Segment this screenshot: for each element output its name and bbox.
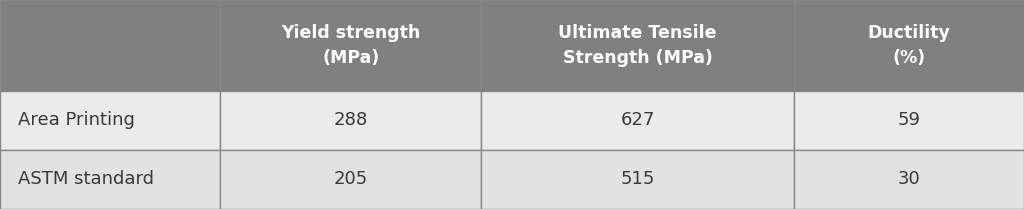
Text: 515: 515 [621,171,654,189]
Bar [481,0,794,91]
Bar [0,150,220,209]
Bar [481,150,794,209]
Bar [220,0,481,91]
Bar [220,150,481,209]
Bar [220,91,481,150]
Text: Ultimate Tensile
Strength (MPa): Ultimate Tensile Strength (MPa) [558,24,717,67]
Bar [0,0,220,91]
Text: 30: 30 [897,171,921,189]
Bar [794,91,1024,150]
Text: 59: 59 [897,111,921,129]
Bar [794,150,1024,209]
Text: 205: 205 [334,171,368,189]
Bar [794,0,1024,91]
Text: 627: 627 [621,111,654,129]
Text: ASTM standard: ASTM standard [18,171,155,189]
Bar [0,91,220,150]
Text: 288: 288 [334,111,368,129]
Text: Area Printing: Area Printing [18,111,135,129]
Text: Yield strength
(MPa): Yield strength (MPa) [282,24,420,67]
Text: Ductility
(%): Ductility (%) [867,24,950,67]
Bar [481,91,794,150]
